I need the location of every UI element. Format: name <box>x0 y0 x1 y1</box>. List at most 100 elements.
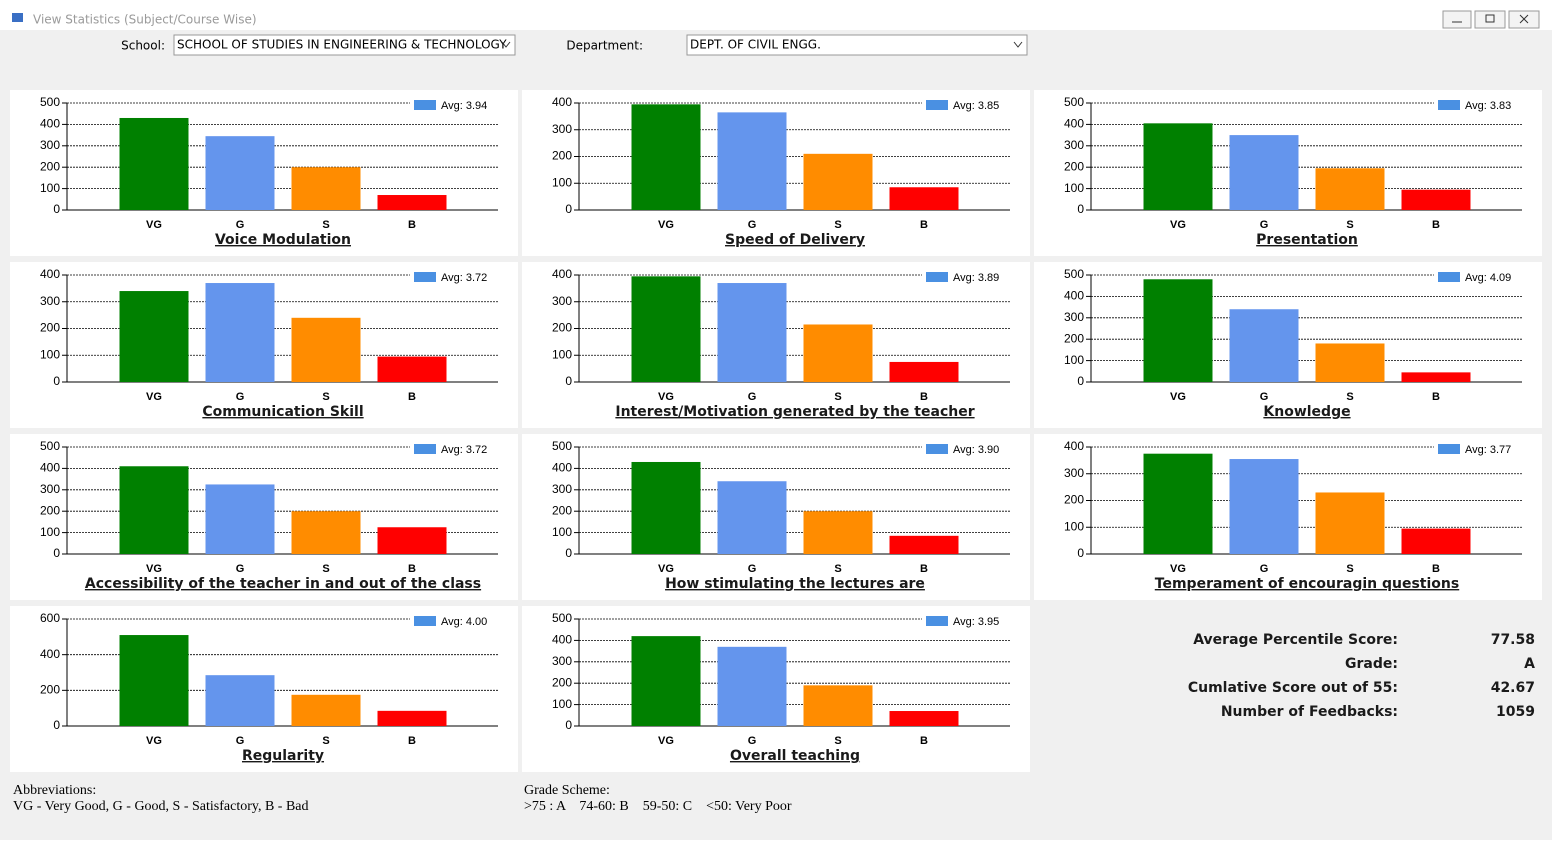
bar <box>1229 135 1299 210</box>
x-tick-label: B <box>1432 563 1440 575</box>
y-tick-label: 400 <box>552 95 572 109</box>
chart: 0 100 200 300 400 500 VG G S B Avg: 3.90 How stimul… <box>522 434 1030 600</box>
summary-value: 1059 <box>1496 704 1535 720</box>
y-tick-label: 100 <box>1064 181 1084 195</box>
y-tick-label: 600 <box>40 611 60 625</box>
x-tick-label: B <box>408 563 416 575</box>
chart-title: Speed of Delivery <box>725 232 865 248</box>
x-tick-label: G <box>748 735 757 747</box>
y-tick-label: 300 <box>1064 138 1084 152</box>
y-tick-label: 200 <box>552 321 572 335</box>
close-icon <box>1519 14 1529 24</box>
x-tick-label: G <box>1260 219 1269 231</box>
x-tick-label: B <box>920 219 928 231</box>
bar <box>1315 343 1385 382</box>
y-tick-label: 0 <box>1077 546 1084 560</box>
y-tick-label: 0 <box>565 546 572 560</box>
restore-button[interactable] <box>1474 10 1506 29</box>
legend-label: Avg: 3.83 <box>1465 100 1511 112</box>
y-tick-label: 200 <box>1064 331 1084 345</box>
bar <box>803 324 873 382</box>
y-tick-label: 200 <box>1064 159 1084 173</box>
legend-swatch <box>1438 272 1460 282</box>
bar <box>119 291 189 382</box>
bar <box>631 104 701 210</box>
legend-swatch <box>926 272 948 282</box>
y-tick-label: 400 <box>40 461 60 475</box>
chart-title: Communication Skill <box>202 404 363 420</box>
bar <box>889 187 959 210</box>
x-tick-label: G <box>748 563 757 575</box>
chart: 0 100 200 300 400 500 VG G S B Avg: 4.09 Knowledge <box>1034 262 1542 428</box>
dropdown-arrow <box>501 41 511 48</box>
chart-title: Overall teaching <box>730 748 860 764</box>
summary-label: Number of Feedbacks: <box>1221 704 1398 720</box>
y-tick-label: 100 <box>552 347 572 361</box>
bar <box>377 195 447 210</box>
y-tick-label: 500 <box>40 439 60 453</box>
legend-swatch <box>926 100 948 110</box>
y-tick-label: 0 <box>565 374 572 388</box>
bar <box>631 276 701 382</box>
chart: 0 100 200 300 400 VG G S B Avg: 3.77 Temperament o… <box>1034 434 1542 600</box>
dropdown-arrow <box>1013 41 1023 48</box>
summary-value: 42.67 <box>1491 680 1535 696</box>
chart: 0 100 200 300 400 500 VG G S B Avg: 3.94 Voice Modu… <box>10 90 518 256</box>
school-dropdown[interactable] <box>173 34 516 56</box>
x-tick-label: S <box>834 219 841 231</box>
y-tick-label: 500 <box>552 611 572 625</box>
bar <box>205 484 275 554</box>
bar <box>377 527 447 554</box>
y-tick-label: 200 <box>552 675 572 689</box>
legend-swatch <box>414 444 436 454</box>
legend-label: Avg: 3.89 <box>953 272 999 284</box>
legend-swatch <box>1438 444 1460 454</box>
x-tick-label: G <box>1260 563 1269 575</box>
x-tick-label: B <box>920 391 928 403</box>
bar <box>205 283 275 382</box>
charts: 0 100 200 300 400 500 VG G S B Avg: 3.94 Voice Modu… <box>10 90 1542 772</box>
bar <box>1401 372 1471 382</box>
bar <box>291 694 361 726</box>
y-tick-label: 0 <box>53 202 60 216</box>
x-tick-label: G <box>236 563 245 575</box>
minimize-button[interactable] <box>1442 10 1472 29</box>
y-tick-label: 200 <box>40 159 60 173</box>
legend-label: Avg: 3.90 <box>953 444 999 456</box>
bar <box>889 361 959 382</box>
chart: 0 100 200 300 400 500 VG G S B Avg: 3.83 Presentati… <box>1034 90 1542 256</box>
x-tick-label: VG <box>658 219 674 231</box>
school-label: School: <box>121 39 165 53</box>
y-tick-label: 400 <box>552 267 572 281</box>
x-tick-label: VG <box>1170 391 1186 403</box>
y-tick-label: 0 <box>1077 374 1084 388</box>
bar <box>119 117 189 210</box>
x-tick-label: S <box>322 391 329 403</box>
y-tick-label: 200 <box>40 503 60 517</box>
y-tick-label: 300 <box>552 294 572 308</box>
y-tick-label: 100 <box>552 175 572 189</box>
chart: 0 200 400 600 VG G S B Avg: 4.00 Regularity <box>10 606 518 772</box>
y-tick-label: 300 <box>40 482 60 496</box>
y-tick-label: 100 <box>40 181 60 195</box>
summary-label: Cumlative Score out of 55: <box>1188 680 1398 696</box>
y-tick-label: 400 <box>40 647 60 661</box>
bar <box>291 167 361 210</box>
bar <box>803 685 873 726</box>
y-tick-label: 500 <box>1064 95 1084 109</box>
x-tick-label: S <box>1346 391 1353 403</box>
department-dropdown[interactable] <box>686 34 1028 56</box>
x-tick-label: VG <box>658 391 674 403</box>
y-tick-label: 400 <box>552 633 572 647</box>
y-tick-label: 400 <box>40 267 60 281</box>
bar <box>631 636 701 726</box>
y-tick-label: 400 <box>1064 117 1084 131</box>
y-tick-label: 100 <box>1064 519 1084 533</box>
chart-title: Presentation <box>1256 232 1358 248</box>
chart: 0 100 200 300 400 VG G S B Avg: 3.72 Communication… <box>10 262 518 428</box>
chart-title: Voice Modulation <box>215 232 351 248</box>
legend-label: Avg: 3.95 <box>953 616 999 628</box>
bar <box>889 711 959 726</box>
y-tick-label: 500 <box>40 95 60 109</box>
